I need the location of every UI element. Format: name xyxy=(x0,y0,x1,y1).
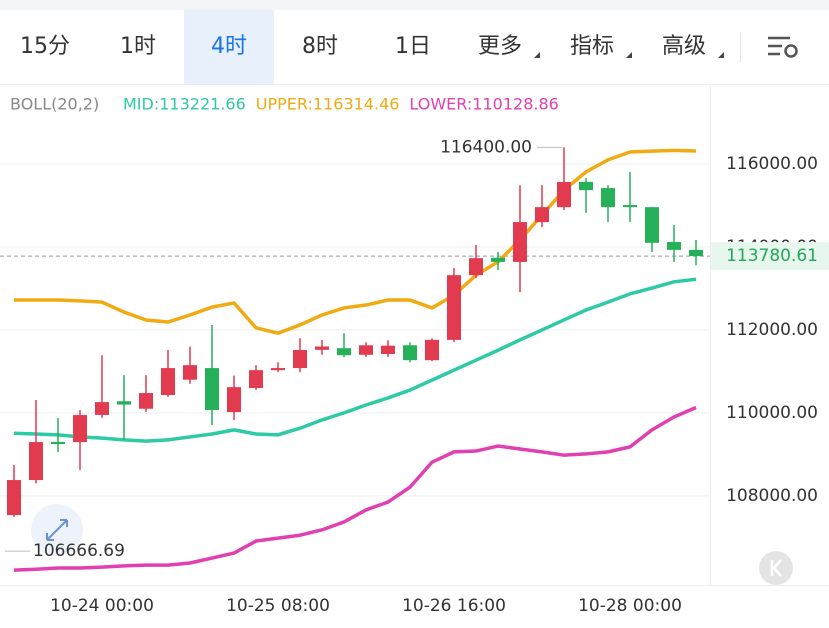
candle-body xyxy=(623,205,637,208)
candle-body xyxy=(447,275,461,340)
candle-body xyxy=(139,393,153,409)
annotation-label: 116400.00 xyxy=(440,137,532,157)
dropdown-caret xyxy=(718,52,724,58)
candle-body xyxy=(425,339,439,361)
kline-icon xyxy=(770,559,782,577)
candle-body xyxy=(557,182,571,208)
tab[interactable]: 4时 xyxy=(211,34,247,59)
candle-body xyxy=(117,401,131,405)
x-tick-label: 10-25 08:00 xyxy=(226,596,330,616)
candle-body xyxy=(337,348,351,356)
y-tick-label: 112000.00 xyxy=(726,320,818,340)
candle-body xyxy=(469,258,483,276)
band-line xyxy=(14,148,697,335)
candle-body xyxy=(51,441,65,444)
legend-entry: MID:113221.66 xyxy=(123,95,246,114)
status-strip xyxy=(0,0,829,10)
candle-body xyxy=(95,402,109,415)
band-line xyxy=(13,277,697,443)
candle-body xyxy=(535,207,549,223)
candle-body xyxy=(293,350,307,369)
candle-body xyxy=(359,345,373,355)
legend-entry: UPPER:116314.46 xyxy=(256,95,400,114)
tab[interactable]: 指标 xyxy=(570,34,614,59)
kline-bg xyxy=(759,551,793,585)
icon-gear xyxy=(784,44,798,58)
candle-body xyxy=(513,222,527,262)
x-tick-label: 10-28 00:00 xyxy=(578,596,682,616)
annotation-label: 106666.69 xyxy=(33,541,125,561)
candle-body xyxy=(161,368,175,396)
candle-body xyxy=(7,480,21,516)
candle-body xyxy=(645,207,659,243)
kline-button[interactable] xyxy=(759,551,793,585)
tab[interactable]: 更多 xyxy=(478,34,522,59)
y-tick-label: 110000.00 xyxy=(726,403,818,423)
candle-body xyxy=(689,249,703,257)
indicator-label: BOLL(20,2) xyxy=(10,95,99,114)
expand-button[interactable] xyxy=(31,504,83,556)
expand-icon xyxy=(46,519,68,541)
candle-body xyxy=(491,257,505,262)
candle-body xyxy=(205,368,219,410)
candle-body xyxy=(601,188,615,208)
candle-body xyxy=(271,368,285,371)
candle-body xyxy=(381,345,395,354)
tab[interactable]: 8时 xyxy=(302,34,338,59)
legend-entry: LOWER:110128.86 xyxy=(409,95,558,114)
candle-body xyxy=(249,370,263,388)
candle-body xyxy=(73,415,87,443)
current-price-box xyxy=(711,242,829,271)
tab-selected-bg xyxy=(184,10,274,84)
current-price-label: 113780.61 xyxy=(726,246,818,266)
candle-body xyxy=(183,365,197,380)
candle-body xyxy=(227,387,241,413)
candle-body xyxy=(315,346,329,350)
dropdown-caret xyxy=(534,52,540,58)
x-tick-label: 10-26 16:00 xyxy=(402,596,506,616)
candle-body xyxy=(29,442,43,481)
candle-body xyxy=(403,345,417,361)
tab[interactable]: 1日 xyxy=(395,34,431,59)
dropdown-caret xyxy=(626,52,632,58)
candle-body xyxy=(579,181,593,191)
tab[interactable]: 15分 xyxy=(20,34,70,59)
tab[interactable]: 高级 xyxy=(662,34,706,59)
x-tick-label: 10-24 00:00 xyxy=(50,596,154,616)
y-tick-label: 108000.00 xyxy=(726,486,818,506)
settings-icon[interactable] xyxy=(768,36,798,58)
band-line xyxy=(13,405,697,572)
y-tick-label: 116000.00 xyxy=(726,154,818,174)
tab[interactable]: 1时 xyxy=(120,34,156,59)
candle-body xyxy=(667,241,681,250)
